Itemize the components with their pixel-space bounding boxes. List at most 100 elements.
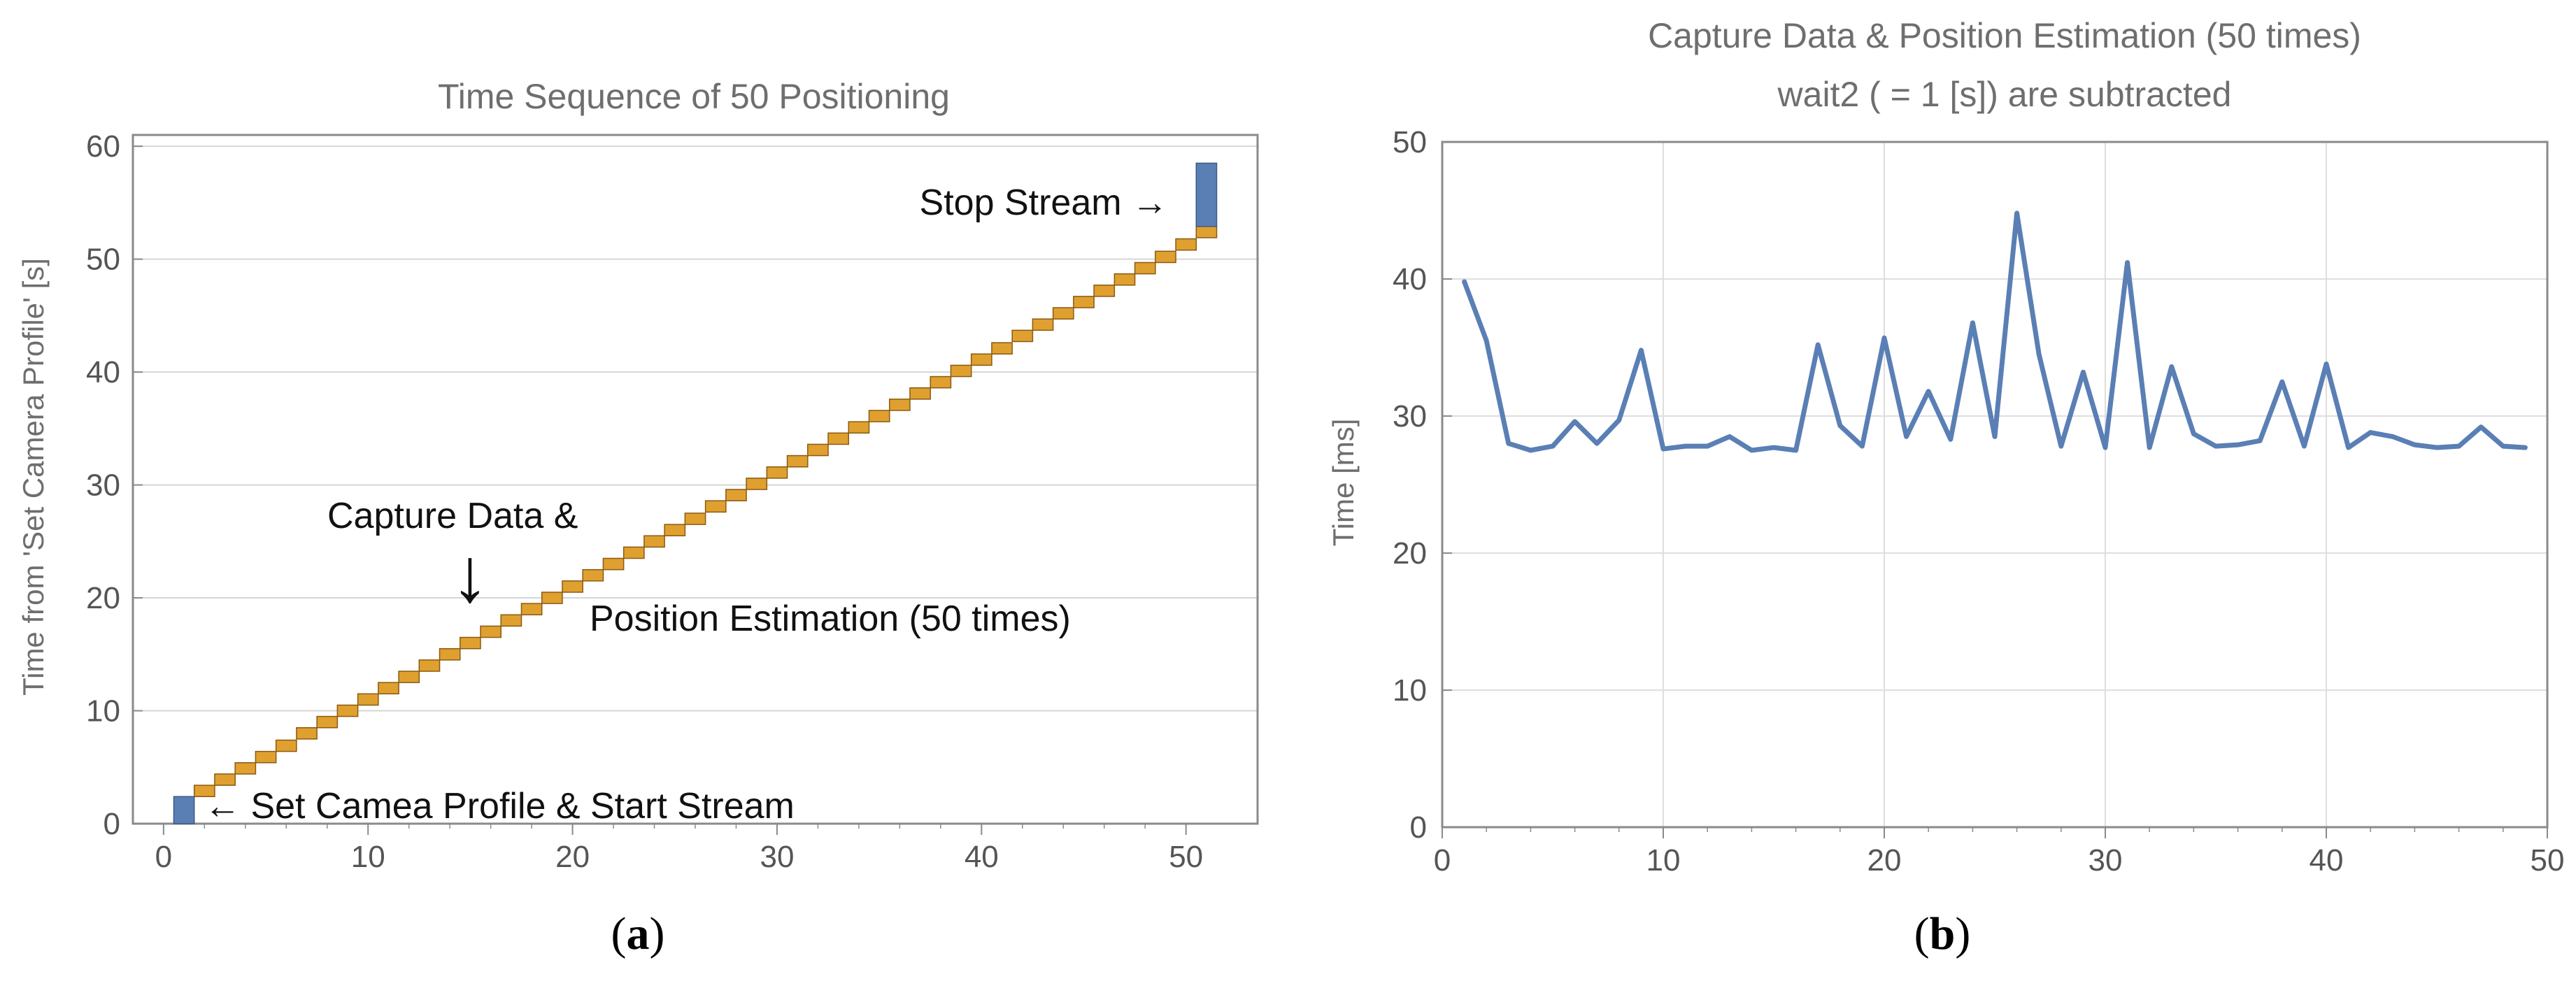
data-point: [2258, 439, 2262, 443]
chart-b-xtick-label: 0: [1434, 843, 1451, 878]
chart-a-xtick-label: 50: [1169, 840, 1203, 874]
chart-b-ticks: 0 10 20 30 40 50 0 10 20 30 40 50: [1393, 125, 2564, 878]
data-point: [2303, 445, 2306, 448]
data-point: [2148, 446, 2151, 450]
chart-b-xtick-label: 10: [1646, 843, 1681, 878]
panel-label-b: (b): [1914, 908, 1971, 959]
chart-a-step-bars: [193, 226, 1218, 797]
step-bar: [1113, 273, 1136, 286]
chart-a-ytick-label: 20: [86, 581, 120, 615]
step-bar: [664, 524, 686, 536]
step-bar: [1155, 250, 1176, 264]
chart-a-xtick-label: 20: [555, 840, 590, 874]
chart-a-ytick-label: 10: [86, 694, 120, 729]
chart-a-ytick-label: 40: [86, 355, 120, 389]
data-point: [1860, 445, 1864, 448]
step-bar: [336, 704, 359, 717]
chart-b-ytick-label: 20: [1393, 536, 1427, 571]
data-point: [1662, 447, 1665, 451]
step-bar: [725, 489, 747, 501]
data-point: [2192, 432, 2196, 436]
step-bar: [1134, 262, 1156, 275]
step-bar: [398, 671, 420, 683]
data-point: [2369, 431, 2372, 434]
data-point: [2104, 446, 2107, 450]
annotation-start-stream: ← Set Camea Profile & Start Stream: [204, 786, 795, 826]
panel-label-a-open: (: [611, 908, 627, 959]
step-bar: [1175, 238, 1197, 251]
step-bar: [214, 773, 236, 786]
chart-b-subtitle: wait2 ( = 1 [s]) are subtracted: [1777, 75, 2232, 114]
chart-a-ylabel: Time from 'Set Camera Profile' [s]: [17, 258, 50, 696]
step-bar: [520, 603, 543, 616]
chart-a-xtick-label: 40: [965, 840, 999, 874]
annotation-stop-stream: Stop Stream →: [920, 182, 1168, 223]
chart-b-ytick-label: 0: [1410, 810, 1427, 845]
step-bar: [602, 557, 625, 571]
data-point: [2347, 446, 2350, 450]
step-bar: [275, 739, 297, 752]
step-bar: [970, 353, 992, 366]
data-point: [2457, 445, 2461, 448]
data-point: [1684, 445, 1687, 448]
step-bar: [316, 715, 339, 729]
data-point: [2524, 446, 2527, 450]
data-point: [1551, 445, 1554, 448]
step-bar: [622, 546, 645, 559]
data-point: [1617, 418, 1621, 422]
chart-b-title: Capture Data & Position Estimation (50 t…: [1648, 16, 2361, 55]
data-point: [2082, 371, 2085, 374]
chart-b-xtick-label: 30: [2088, 843, 2123, 878]
step-bar: [991, 342, 1013, 355]
chart-b-ytick-label: 50: [1393, 125, 1427, 159]
chart-b-ytick-label: 10: [1393, 673, 1427, 708]
step-bar: [868, 410, 890, 422]
start-stream-bar: [173, 796, 195, 824]
data-point: [1573, 420, 1577, 423]
step-bar: [562, 580, 583, 593]
chart-b: Capture Data & Position Estimation (50 t…: [1327, 16, 2564, 959]
chart-b-ytick-label: 30: [1393, 399, 1427, 434]
step-bar: [1195, 226, 1218, 238]
data-point: [1728, 435, 1731, 438]
step-bar: [296, 726, 318, 740]
annotation-capture-arrow: ↓: [451, 532, 490, 618]
step-bar: [582, 568, 604, 582]
step-bar: [827, 432, 850, 445]
data-point: [1993, 435, 1996, 438]
step-bar: [460, 636, 481, 650]
data-point: [2280, 380, 2284, 383]
data-point: [1883, 336, 1886, 340]
data-point: [1838, 424, 1842, 427]
step-bar: [255, 750, 277, 764]
step-bar: [418, 659, 441, 672]
step-bar: [909, 387, 931, 400]
step-bar: [1073, 296, 1095, 308]
chart-a-xtick-label: 10: [351, 840, 385, 874]
step-bar: [888, 399, 911, 411]
step-bar: [480, 625, 502, 638]
chart-a-ticks: 0 10 20 30 40 50 60 0 10 20 30 40 50: [86, 129, 1203, 874]
chart-b-ylabel: Time [ms]: [1327, 419, 1360, 547]
chart-b-xtick-label: 50: [2531, 843, 2565, 878]
data-point: [1816, 343, 1820, 347]
step-bar: [439, 647, 461, 661]
step-bar: [704, 500, 727, 513]
data-point: [1529, 449, 1532, 452]
step-bar: [1052, 307, 1074, 320]
step-bar: [193, 785, 215, 797]
data-point: [1949, 438, 1952, 441]
data-point: [2037, 352, 2041, 356]
data-point: [1750, 449, 1753, 452]
panel-label-a-letter: a: [627, 908, 650, 959]
annotation-capture-line2: Position Estimation (50 times): [590, 599, 1071, 639]
chart-a-gridlines: [133, 145, 1258, 712]
data-point: [1595, 442, 1599, 445]
step-bar: [746, 478, 768, 490]
data-point: [1927, 389, 1930, 393]
step-bar: [930, 375, 952, 389]
chart-a-title: Time Sequence of 50 Positioning: [438, 77, 950, 116]
data-point: [1905, 435, 1908, 438]
chart-a-xtick-label: 0: [155, 840, 172, 874]
